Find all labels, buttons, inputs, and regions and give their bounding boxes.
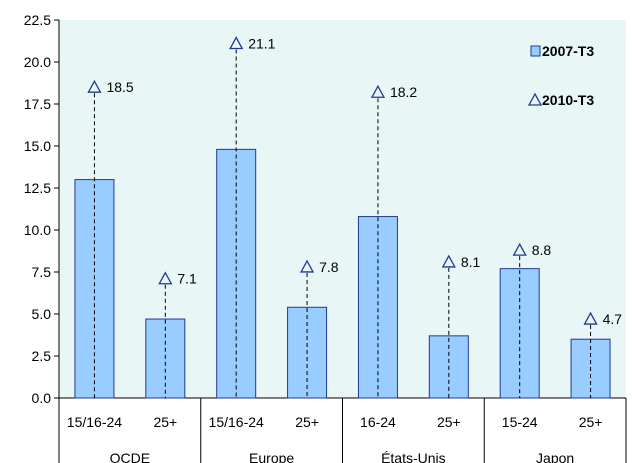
legend-bar-swatch	[530, 45, 541, 57]
triangle-marker	[583, 311, 598, 325]
triangle-marker	[158, 271, 173, 285]
data-label: 21.1	[248, 36, 275, 52]
x-tick-label: 25+	[153, 414, 177, 430]
bar	[357, 216, 398, 399]
data-labels: 18.5 7.1 21.1 7.8 18.2 8.1 8.8 4.7	[106, 36, 622, 328]
group-label: Europe	[249, 450, 294, 463]
data-label: 8.8	[532, 242, 552, 258]
x-tick-label: 25+	[295, 414, 319, 430]
x-tick-label: 25+	[437, 414, 461, 430]
y-tick-label: 17.5	[24, 96, 51, 112]
group-label: OCDE	[110, 450, 150, 463]
triangle-marker	[87, 79, 102, 93]
y-tick-label: 2.5	[32, 348, 52, 364]
data-label: 7.8	[319, 259, 339, 275]
data-label: 4.7	[603, 311, 623, 327]
x-tick-label: 16-24	[360, 414, 396, 430]
x-tick-label: 25+	[579, 414, 603, 430]
triangle-marker	[370, 84, 386, 98]
group-label: Japon	[536, 450, 574, 463]
data-label: 18.2	[390, 84, 417, 100]
y-tick-label: 12.5	[24, 180, 51, 196]
y-tick-label: 15.0	[24, 138, 51, 154]
plot-background	[59, 20, 626, 398]
y-tick-label: 5.0	[32, 306, 52, 322]
drop-lines	[93, 49, 592, 398]
y-tick-label: 20.0	[24, 54, 51, 70]
data-label: 7.1	[177, 271, 197, 287]
triangle-marker	[299, 259, 315, 273]
legend-label-2010-t3: 2010-T3	[542, 92, 594, 108]
y-tick-label: 7.5	[32, 264, 52, 280]
y-axis: 0.0 2.5 5.0 7.5 10.0 12.5 15.0 17.5 20.0 22.5	[24, 12, 60, 406]
triangle-marker	[441, 254, 456, 268]
y-tick-label: 10.0	[24, 222, 51, 238]
y-tick-label: 0.0	[32, 390, 52, 406]
legend: 2007-T3 2010-T3	[527, 43, 594, 108]
group-label: États-Unis	[381, 450, 446, 463]
x-tick-label: 15/16-24	[209, 414, 264, 430]
y-tick-label: 22.5	[24, 12, 51, 28]
triangle-marker	[229, 36, 244, 50]
x-axis: 15/16-24 25+ 15/16-24 25+ 16-24 25+ 15-24 25+ OC…	[58, 397, 627, 463]
legend-label-2007-t3: 2007-T3	[542, 43, 594, 59]
data-label: 8.1	[461, 254, 481, 270]
x-tick-label: 15-24	[502, 414, 538, 430]
markers	[87, 36, 598, 325]
legend-triangle-icon	[527, 92, 543, 106]
data-label: 18.5	[106, 79, 133, 95]
x-tick-label: 15/16-24	[67, 414, 122, 430]
triangle-marker	[512, 242, 527, 256]
